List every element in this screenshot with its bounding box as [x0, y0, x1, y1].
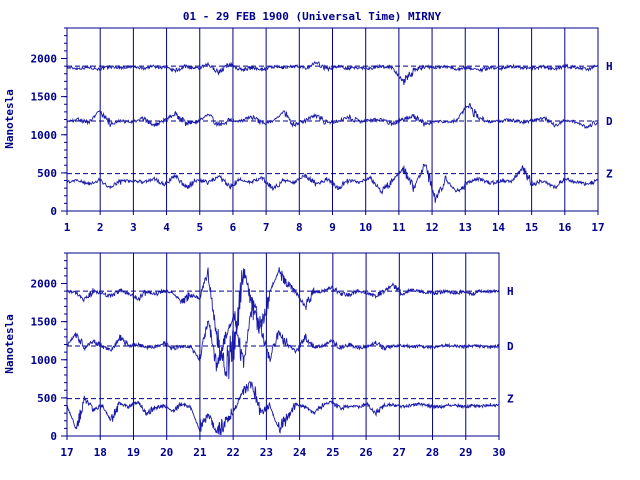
x-tick-label: 29 — [459, 446, 472, 459]
x-tick-label: 22 — [227, 446, 240, 459]
x-tick-labels: 1 2 3 4 5 6 7 8 9 10 11 12 13 14 15 16 17 — [64, 221, 605, 234]
y-tick-label: 2000 — [31, 278, 58, 291]
y-axis-label: Nanotesla — [3, 89, 16, 149]
x-tick-label: 21 — [193, 446, 207, 459]
x-tick-label: 9 — [329, 221, 336, 234]
y-tick-label: 0 — [50, 205, 57, 218]
x-tick-label: 25 — [326, 446, 339, 459]
plot-area — [61, 27, 599, 215]
y-axis-label: Nanotesla — [3, 314, 16, 374]
series-label: Z — [606, 168, 613, 181]
x-tick-label: 30 — [492, 446, 505, 459]
x-tick-label: 24 — [293, 446, 307, 459]
x-tick-label: 17 — [60, 446, 73, 459]
plot-area — [61, 252, 500, 440]
chart-panel-bottom: Nanotesla 17 18 19 20 21 22 23 24 25 26 27 28 29 30 0… — [3, 252, 514, 459]
y-tick-label: 500 — [37, 167, 57, 180]
y-tick-label: 0 — [50, 430, 57, 443]
y-tick-labels: 0 500 1000 1500 2000 — [31, 278, 58, 444]
x-tick-label: 16 — [558, 221, 572, 234]
x-tick-label: 20 — [160, 446, 173, 459]
series-labels: H D Z — [507, 285, 514, 406]
x-tick-label: 19 — [127, 446, 140, 459]
chart-title: 01 - 29 FEB 1900 (Universal Time) MIRNY — [183, 10, 442, 23]
y-tick-label: 2000 — [31, 53, 58, 66]
x-tick-label: 27 — [393, 446, 406, 459]
x-tick-label: 13 — [459, 221, 472, 234]
series-line-d — [66, 297, 500, 372]
series-label: D — [606, 115, 613, 128]
x-tick-label: 8 — [296, 221, 303, 234]
x-tick-label: 3 — [130, 221, 137, 234]
x-tick-label: 14 — [492, 221, 506, 234]
series-line-h — [66, 60, 599, 86]
x-tick-label: 6 — [230, 221, 237, 234]
x-tick-label: 18 — [94, 446, 107, 459]
series-line-z — [66, 163, 599, 203]
y-tick-labels: 0 500 1000 1500 2000 — [31, 53, 58, 219]
x-tick-label: 1 — [64, 221, 71, 234]
series-line-z — [66, 381, 500, 435]
x-tick-label: 12 — [425, 221, 438, 234]
x-tick-label: 5 — [196, 221, 203, 234]
series-line-d — [66, 103, 599, 129]
y-tick-label: 500 — [37, 392, 57, 405]
y-tick-label: 1500 — [31, 316, 58, 329]
x-tick-label: 10 — [359, 221, 372, 234]
y-tick-label: 1000 — [31, 354, 58, 367]
x-tick-label: 28 — [426, 446, 439, 459]
series-label: D — [507, 340, 514, 353]
x-tick-label: 11 — [392, 221, 406, 234]
x-tick-label: 7 — [263, 221, 270, 234]
y-tick-label: 1000 — [31, 129, 58, 142]
x-tick-label: 4 — [163, 221, 170, 234]
x-tick-label: 15 — [525, 221, 538, 234]
series-label: Z — [507, 393, 514, 406]
x-tick-labels: 17 18 19 20 21 22 23 24 25 26 27 28 29 30 — [60, 446, 505, 459]
series-line-h — [66, 267, 500, 380]
x-tick-label: 23 — [260, 446, 273, 459]
x-tick-label: 26 — [359, 446, 373, 459]
chart-panel-top: Nanotesla 1 2 3 4 5 6 7 8 9 10 11 12 13 14 15 16 17 0500… — [3, 27, 613, 234]
series-labels: H D Z — [606, 60, 613, 181]
series-label: H — [606, 60, 613, 73]
series-label: H — [507, 285, 514, 298]
x-tick-label: 17 — [591, 221, 604, 234]
y-tick-label: 1500 — [31, 91, 58, 104]
x-tick-label: 2 — [97, 221, 104, 234]
